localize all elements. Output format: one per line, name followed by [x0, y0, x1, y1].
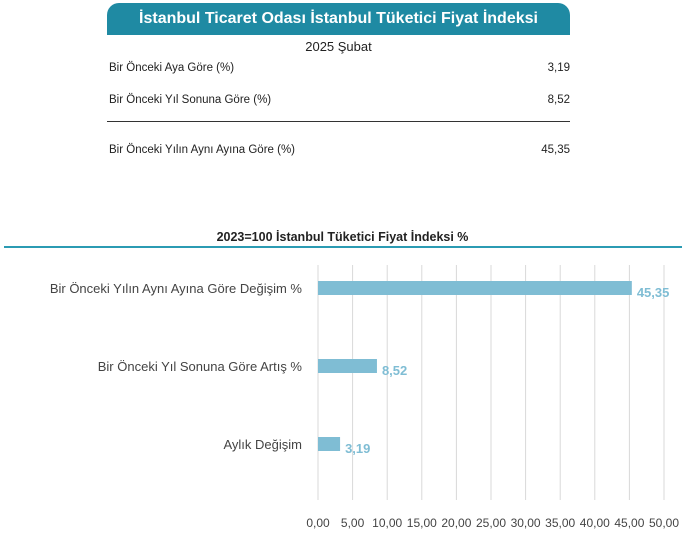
data-label: 45,35 — [637, 285, 670, 300]
x-tick-label: 15,00 — [407, 516, 437, 530]
index-title-banner: İstanbul Ticaret Odası İstanbul Tüketici… — [107, 3, 570, 35]
row-value: 3,19 — [547, 62, 570, 74]
row-value: 45,35 — [541, 144, 570, 156]
x-tick-label: 30,00 — [511, 516, 541, 530]
bar — [318, 359, 377, 373]
data-label: 3,19 — [345, 441, 370, 456]
chart-title: 2023=100 İstanbul Tüketici Fiyat İndeksi… — [216, 230, 469, 244]
row-value: 8,52 — [547, 94, 570, 106]
chart-divider — [4, 246, 682, 248]
x-tick-label: 0,00 — [306, 516, 330, 530]
x-tick-label: 5,00 — [341, 516, 365, 530]
table-divider — [107, 121, 570, 122]
index-title: İstanbul Ticaret Odası İstanbul Tüketici… — [139, 10, 538, 27]
x-tick-label: 25,00 — [476, 516, 506, 530]
category-label: Aylık Değişim — [223, 437, 302, 452]
bar — [318, 437, 341, 451]
row-label: Bir Önceki Yılın Aynı Ayına Göre (%) — [109, 144, 296, 156]
category-label: Bir Önceki Yıl Sonuna Göre Artış % — [98, 359, 303, 374]
x-tick-label: 35,00 — [545, 516, 575, 530]
row-label: Bir Önceki Yıl Sonuna Göre (%) — [109, 94, 272, 106]
bar — [318, 281, 632, 295]
x-tick-label: 50,00 — [649, 516, 679, 530]
x-tick-label: 45,00 — [614, 516, 644, 530]
x-tick-label: 40,00 — [580, 516, 610, 530]
x-tick-label: 10,00 — [372, 516, 402, 530]
period-label: 2025 Şubat — [305, 39, 372, 54]
row-label: Bir Önceki Aya Göre (%) — [109, 62, 235, 74]
x-tick-label: 20,00 — [441, 516, 471, 530]
data-label: 8,52 — [382, 363, 407, 378]
category-label: Bir Önceki Yılın Aynı Ayına Göre Değişim… — [50, 281, 303, 296]
